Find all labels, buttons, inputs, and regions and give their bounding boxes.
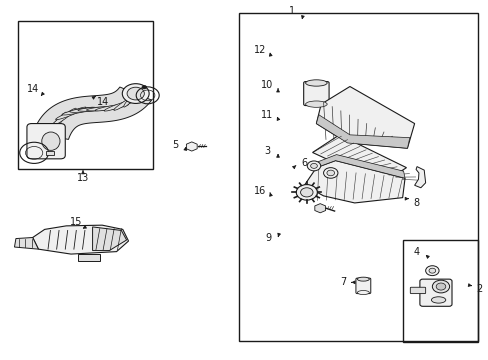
Text: 10: 10 <box>261 80 273 90</box>
Ellipse shape <box>49 112 66 134</box>
FancyBboxPatch shape <box>355 278 370 294</box>
Circle shape <box>306 161 320 171</box>
Polygon shape <box>33 87 151 139</box>
Ellipse shape <box>123 86 143 107</box>
Bar <box>238 13 477 341</box>
Text: 15: 15 <box>69 217 82 227</box>
Text: 11: 11 <box>261 110 273 120</box>
Text: 12: 12 <box>253 45 265 55</box>
Text: 3: 3 <box>264 146 270 156</box>
Ellipse shape <box>41 132 60 150</box>
Text: 7: 7 <box>340 277 346 287</box>
Text: 14: 14 <box>97 98 109 107</box>
Text: 4: 4 <box>413 247 419 257</box>
Polygon shape <box>92 227 126 251</box>
Text: 8: 8 <box>412 198 418 208</box>
Text: 9: 9 <box>265 233 271 243</box>
Circle shape <box>127 87 144 100</box>
Ellipse shape <box>305 80 326 86</box>
Polygon shape <box>33 225 128 254</box>
Ellipse shape <box>69 107 103 112</box>
FancyBboxPatch shape <box>303 82 328 105</box>
Circle shape <box>296 185 317 200</box>
Circle shape <box>425 266 438 276</box>
Circle shape <box>435 283 445 290</box>
Text: 13: 13 <box>77 173 89 183</box>
Bar <box>46 151 54 155</box>
Polygon shape <box>316 86 414 148</box>
Ellipse shape <box>51 108 76 126</box>
Bar <box>402 240 477 342</box>
FancyBboxPatch shape <box>409 287 425 294</box>
Ellipse shape <box>56 107 86 120</box>
Text: 1: 1 <box>289 6 295 16</box>
FancyBboxPatch shape <box>27 123 65 159</box>
Ellipse shape <box>114 93 140 110</box>
Circle shape <box>142 85 146 89</box>
Ellipse shape <box>78 107 112 111</box>
Ellipse shape <box>104 100 135 111</box>
Circle shape <box>310 163 317 168</box>
Polygon shape <box>316 115 409 148</box>
Text: 14: 14 <box>26 84 39 94</box>
Ellipse shape <box>47 120 58 144</box>
Ellipse shape <box>62 107 95 115</box>
Ellipse shape <box>357 277 368 281</box>
Text: 16: 16 <box>254 186 266 196</box>
Text: 2: 2 <box>475 284 482 294</box>
Circle shape <box>431 280 448 293</box>
Polygon shape <box>312 135 406 184</box>
Polygon shape <box>15 238 39 249</box>
Polygon shape <box>304 161 404 203</box>
FancyBboxPatch shape <box>419 279 451 306</box>
Polygon shape <box>316 154 404 178</box>
Circle shape <box>323 168 337 178</box>
Ellipse shape <box>95 104 128 111</box>
Text: 5: 5 <box>172 140 178 150</box>
Circle shape <box>326 170 334 176</box>
Circle shape <box>428 268 435 273</box>
Ellipse shape <box>430 297 445 303</box>
Polygon shape <box>78 254 100 261</box>
Ellipse shape <box>86 106 121 111</box>
Polygon shape <box>414 167 425 188</box>
Circle shape <box>122 84 149 103</box>
Ellipse shape <box>357 291 368 294</box>
Text: 6: 6 <box>301 158 307 168</box>
Ellipse shape <box>305 101 326 107</box>
Bar <box>18 21 153 170</box>
Circle shape <box>300 188 312 197</box>
